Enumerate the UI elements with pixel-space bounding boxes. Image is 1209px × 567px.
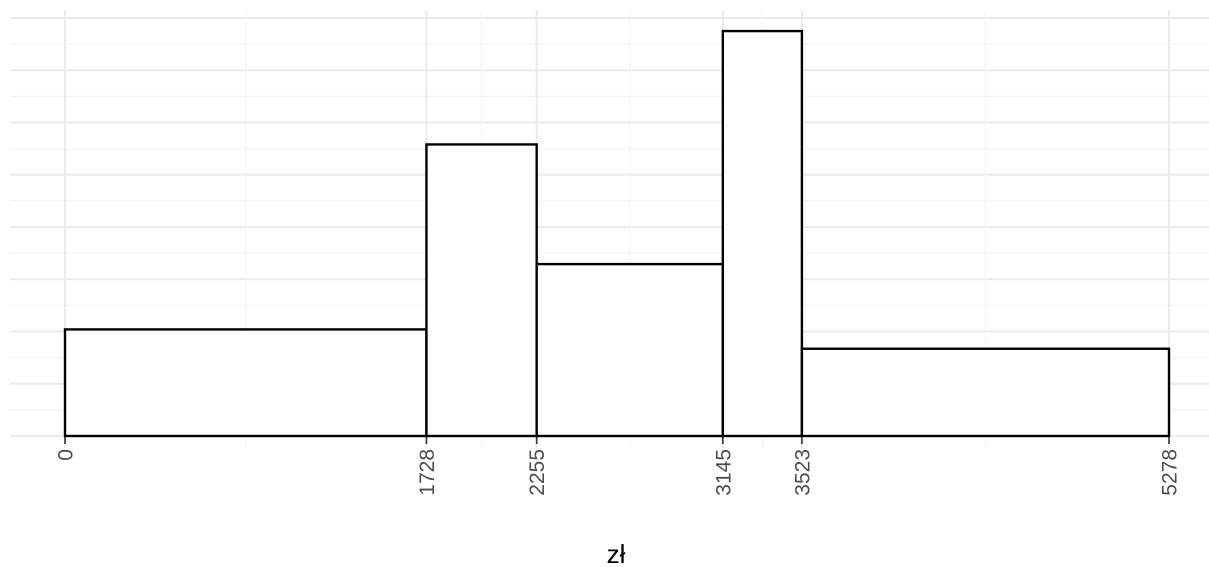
x-tick-label: 1728: [416, 449, 439, 496]
x-tick-label: 2255: [526, 449, 549, 496]
x-axis-ticks: 0 1728 2255 3145 3523 5278: [55, 437, 1182, 496]
histogram-bar: [535, 262, 725, 438]
bars-layer: [63, 29, 1171, 438]
x-tick-label: 0: [55, 449, 78, 461]
histogram-bar: [800, 347, 1171, 438]
histogram-bar: [721, 29, 804, 438]
histogram-bar: [425, 143, 538, 438]
x-tick-label: 3145: [712, 449, 735, 496]
histogram-bar: [63, 328, 428, 438]
x-tick-label: 3523: [791, 449, 814, 496]
x-tick-label: 5278: [1159, 449, 1182, 496]
x-axis-title: zł: [607, 539, 626, 567]
